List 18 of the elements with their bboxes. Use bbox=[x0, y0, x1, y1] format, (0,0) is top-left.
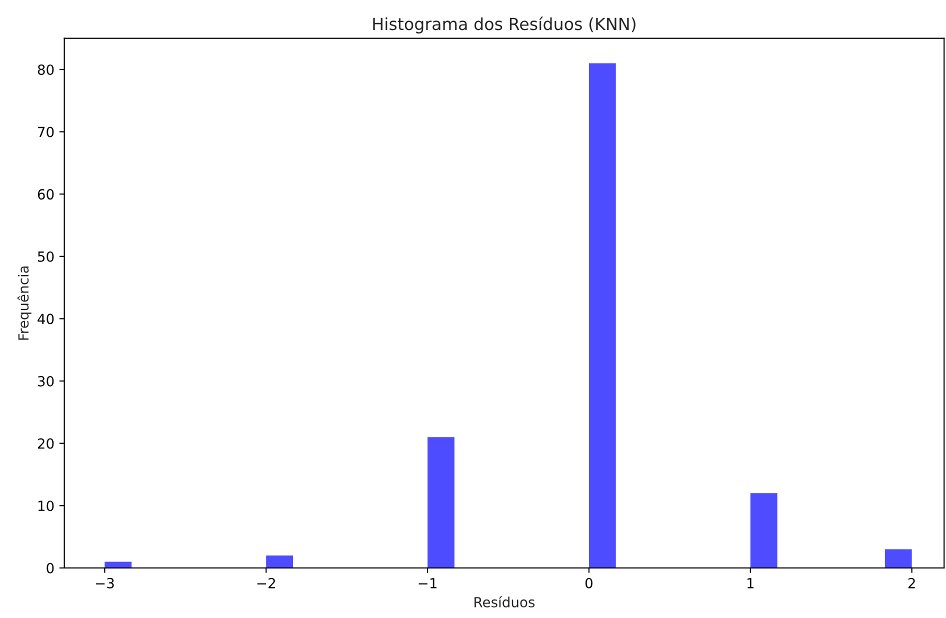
x-tick-label: 0 bbox=[585, 578, 592, 588]
x-tick-label: −3 bbox=[96, 578, 114, 588]
x-tick-label: 1 bbox=[748, 578, 754, 588]
x-tick-label: 2 bbox=[908, 578, 915, 588]
y-tick-label: 30 bbox=[38, 376, 54, 386]
y-tick-label: 50 bbox=[38, 251, 54, 262]
y-tick-label: 10 bbox=[38, 500, 54, 512]
y-tick-label: 70 bbox=[38, 126, 54, 138]
x-axis-title: Resíduos bbox=[474, 596, 535, 608]
y-axis-title: Frequência bbox=[17, 266, 32, 340]
x-tick-label: −1 bbox=[418, 578, 436, 588]
x-tick-label: −2 bbox=[257, 578, 275, 588]
y-tick-label: 40 bbox=[38, 314, 54, 324]
y-tick-label: 20 bbox=[38, 438, 54, 449]
y-tick-label: 80 bbox=[38, 64, 54, 75]
y-tick-label: 0 bbox=[46, 562, 54, 574]
y-tick-label: 60 bbox=[38, 189, 54, 200]
chart-title: Histograma dos Resíduos (KNN) bbox=[373, 16, 636, 34]
